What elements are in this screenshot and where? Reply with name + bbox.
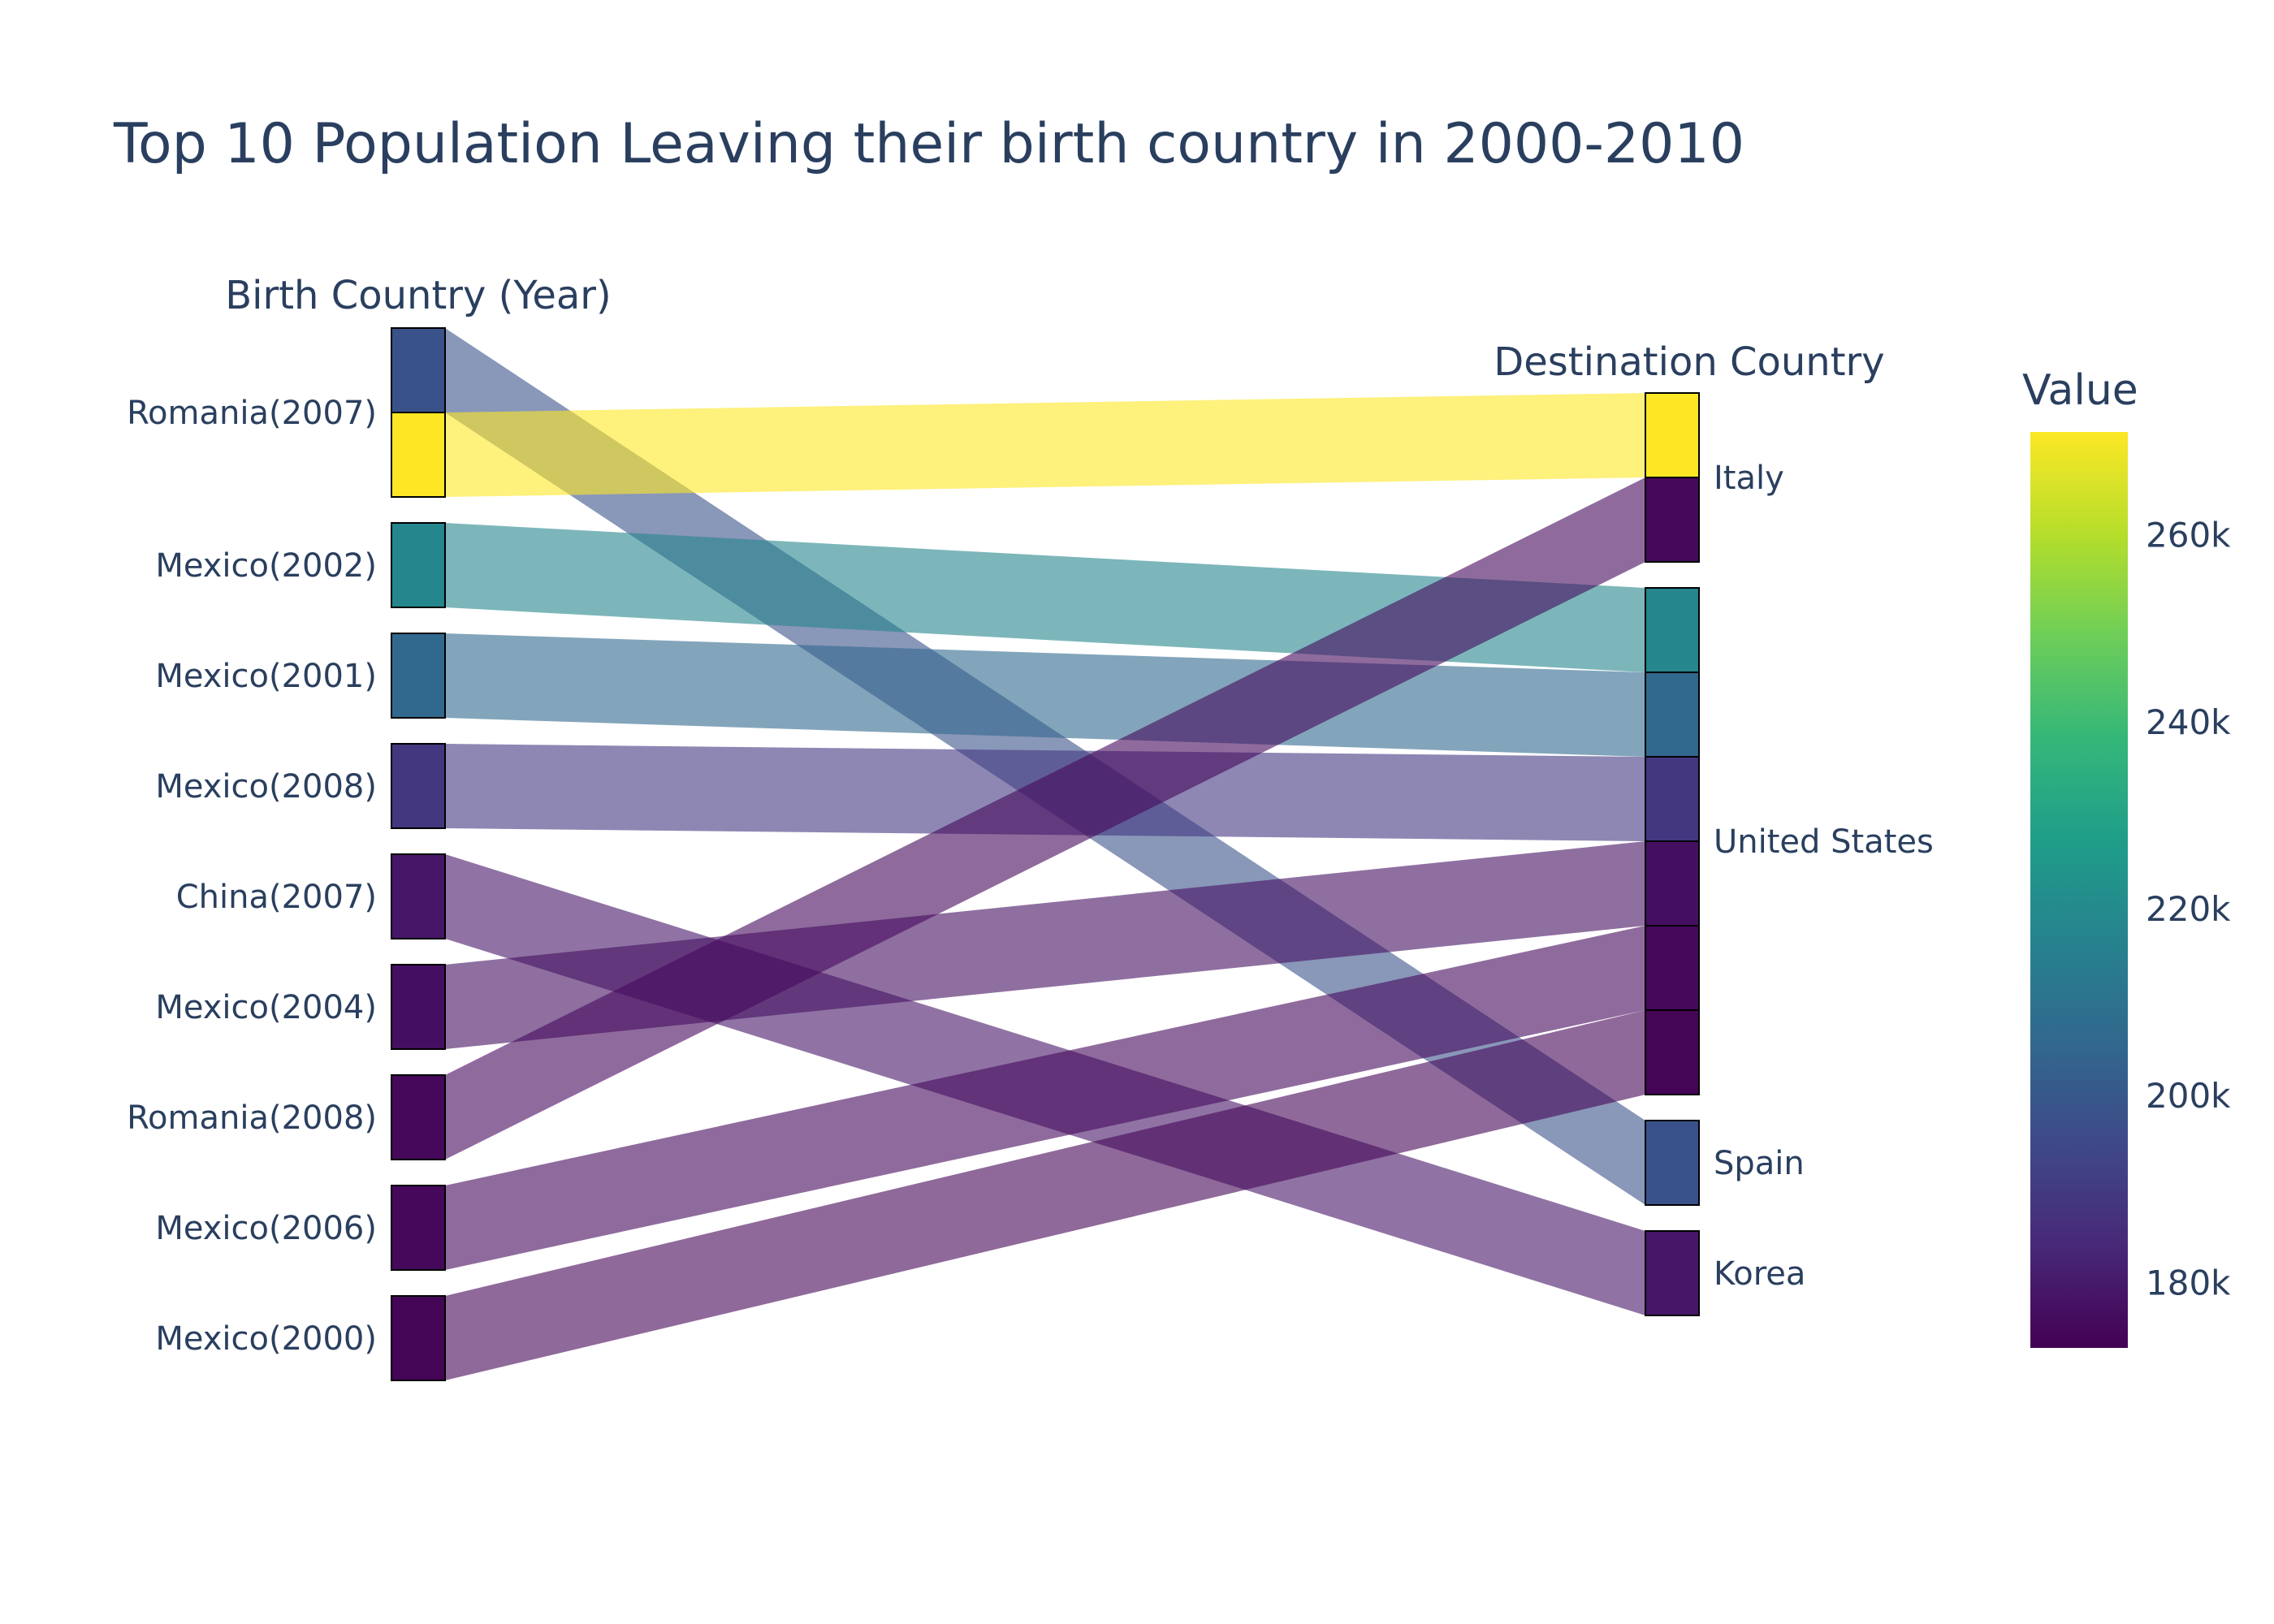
destination-segment-united-states-9[interactable] [1645,1009,1700,1095]
colorbar-tick-label: 220k [2146,889,2231,929]
destination-label-korea: Korea [1714,1255,1805,1293]
left-axis-title: Birth Country (Year) [225,273,612,318]
destination-segment-italy-7[interactable] [1645,477,1700,563]
source-segment-china-2007-5[interactable] [391,853,446,939]
colorbar-tick-label: 180k [2146,1263,2231,1302]
flow-ribbon-mexico-2000-to-united-states[interactable] [445,1010,1645,1380]
colorbar-tick-label: 200k [2146,1076,2231,1116]
source-segment-mexico-2000-9[interactable] [391,1295,446,1381]
destination-label-united-states: United States [1714,823,1934,861]
chart-title: Top 10 Population Leaving their birth co… [113,112,1744,176]
source-label-china-2007: China(2007) [176,879,377,916]
colorbar-title: Value [2022,366,2138,415]
source-label-mexico-2008: Mexico(2008) [155,768,377,806]
destination-segment-spain-0[interactable] [1645,1120,1700,1206]
colorbar: Value 180k 200k 220k 240k 260k [2022,366,2231,1348]
source-label-mexico-2002: Mexico(2002) [155,547,377,585]
source-segment-romania-2007-1[interactable] [391,412,446,498]
source-label-romania-2008: Romania(2008) [127,1099,377,1137]
colorbar-tick-label: 260k [2146,516,2231,555]
destination-segment-italy-1[interactable] [1645,392,1700,478]
source-label-mexico-2004: Mexico(2004) [155,989,377,1026]
destination-segment-korea-5[interactable] [1645,1230,1700,1316]
source-label-mexico-2000: Mexico(2000) [155,1320,377,1358]
ribbons-layer [445,328,1645,1380]
flow-ribbon-mexico-2006-to-united-states[interactable] [445,926,1645,1270]
destination-segment-united-states-4[interactable] [1645,756,1700,842]
flow-ribbon-romania-2007-to-italy[interactable] [445,393,1645,497]
destination-segment-united-states-2[interactable] [1645,587,1700,673]
source-segment-mexico-2008-4[interactable] [391,743,446,829]
right-axis-title: Destination Country [1494,339,1884,385]
colorbar-gradient [2030,432,2128,1348]
destination-segment-united-states-8[interactable] [1645,925,1700,1011]
source-segment-mexico-2004-6[interactable] [391,964,446,1050]
source-label-romania-2007: Romania(2007) [127,395,377,432]
flow-ribbon-romania-2008-to-italy[interactable] [445,477,1645,1160]
destination-label-italy: Italy [1714,460,1784,497]
source-segment-romania-2008-7[interactable] [391,1074,446,1160]
source-segment-mexico-2002-2[interactable] [391,522,446,608]
destination-label-spain: Spain [1714,1145,1805,1182]
source-segment-mexico-2006-8[interactable] [391,1185,446,1271]
destination-segment-united-states-6[interactable] [1645,840,1700,926]
source-segment-romania-2007-0[interactable] [391,327,446,413]
source-segment-mexico-2001-3[interactable] [391,633,446,719]
nodes-layer: Romania(2007) Mexico(2002) Mexico(2001) Mex… [127,327,1934,1381]
destination-segment-united-states-3[interactable] [1645,672,1700,758]
colorbar-tick-label: 240k [2146,702,2231,742]
colorbar-ticks: 180k 200k 220k 240k 260k [2146,516,2231,1303]
source-label-mexico-2001: Mexico(2001) [155,658,377,695]
source-label-mexico-2006: Mexico(2006) [155,1210,377,1247]
